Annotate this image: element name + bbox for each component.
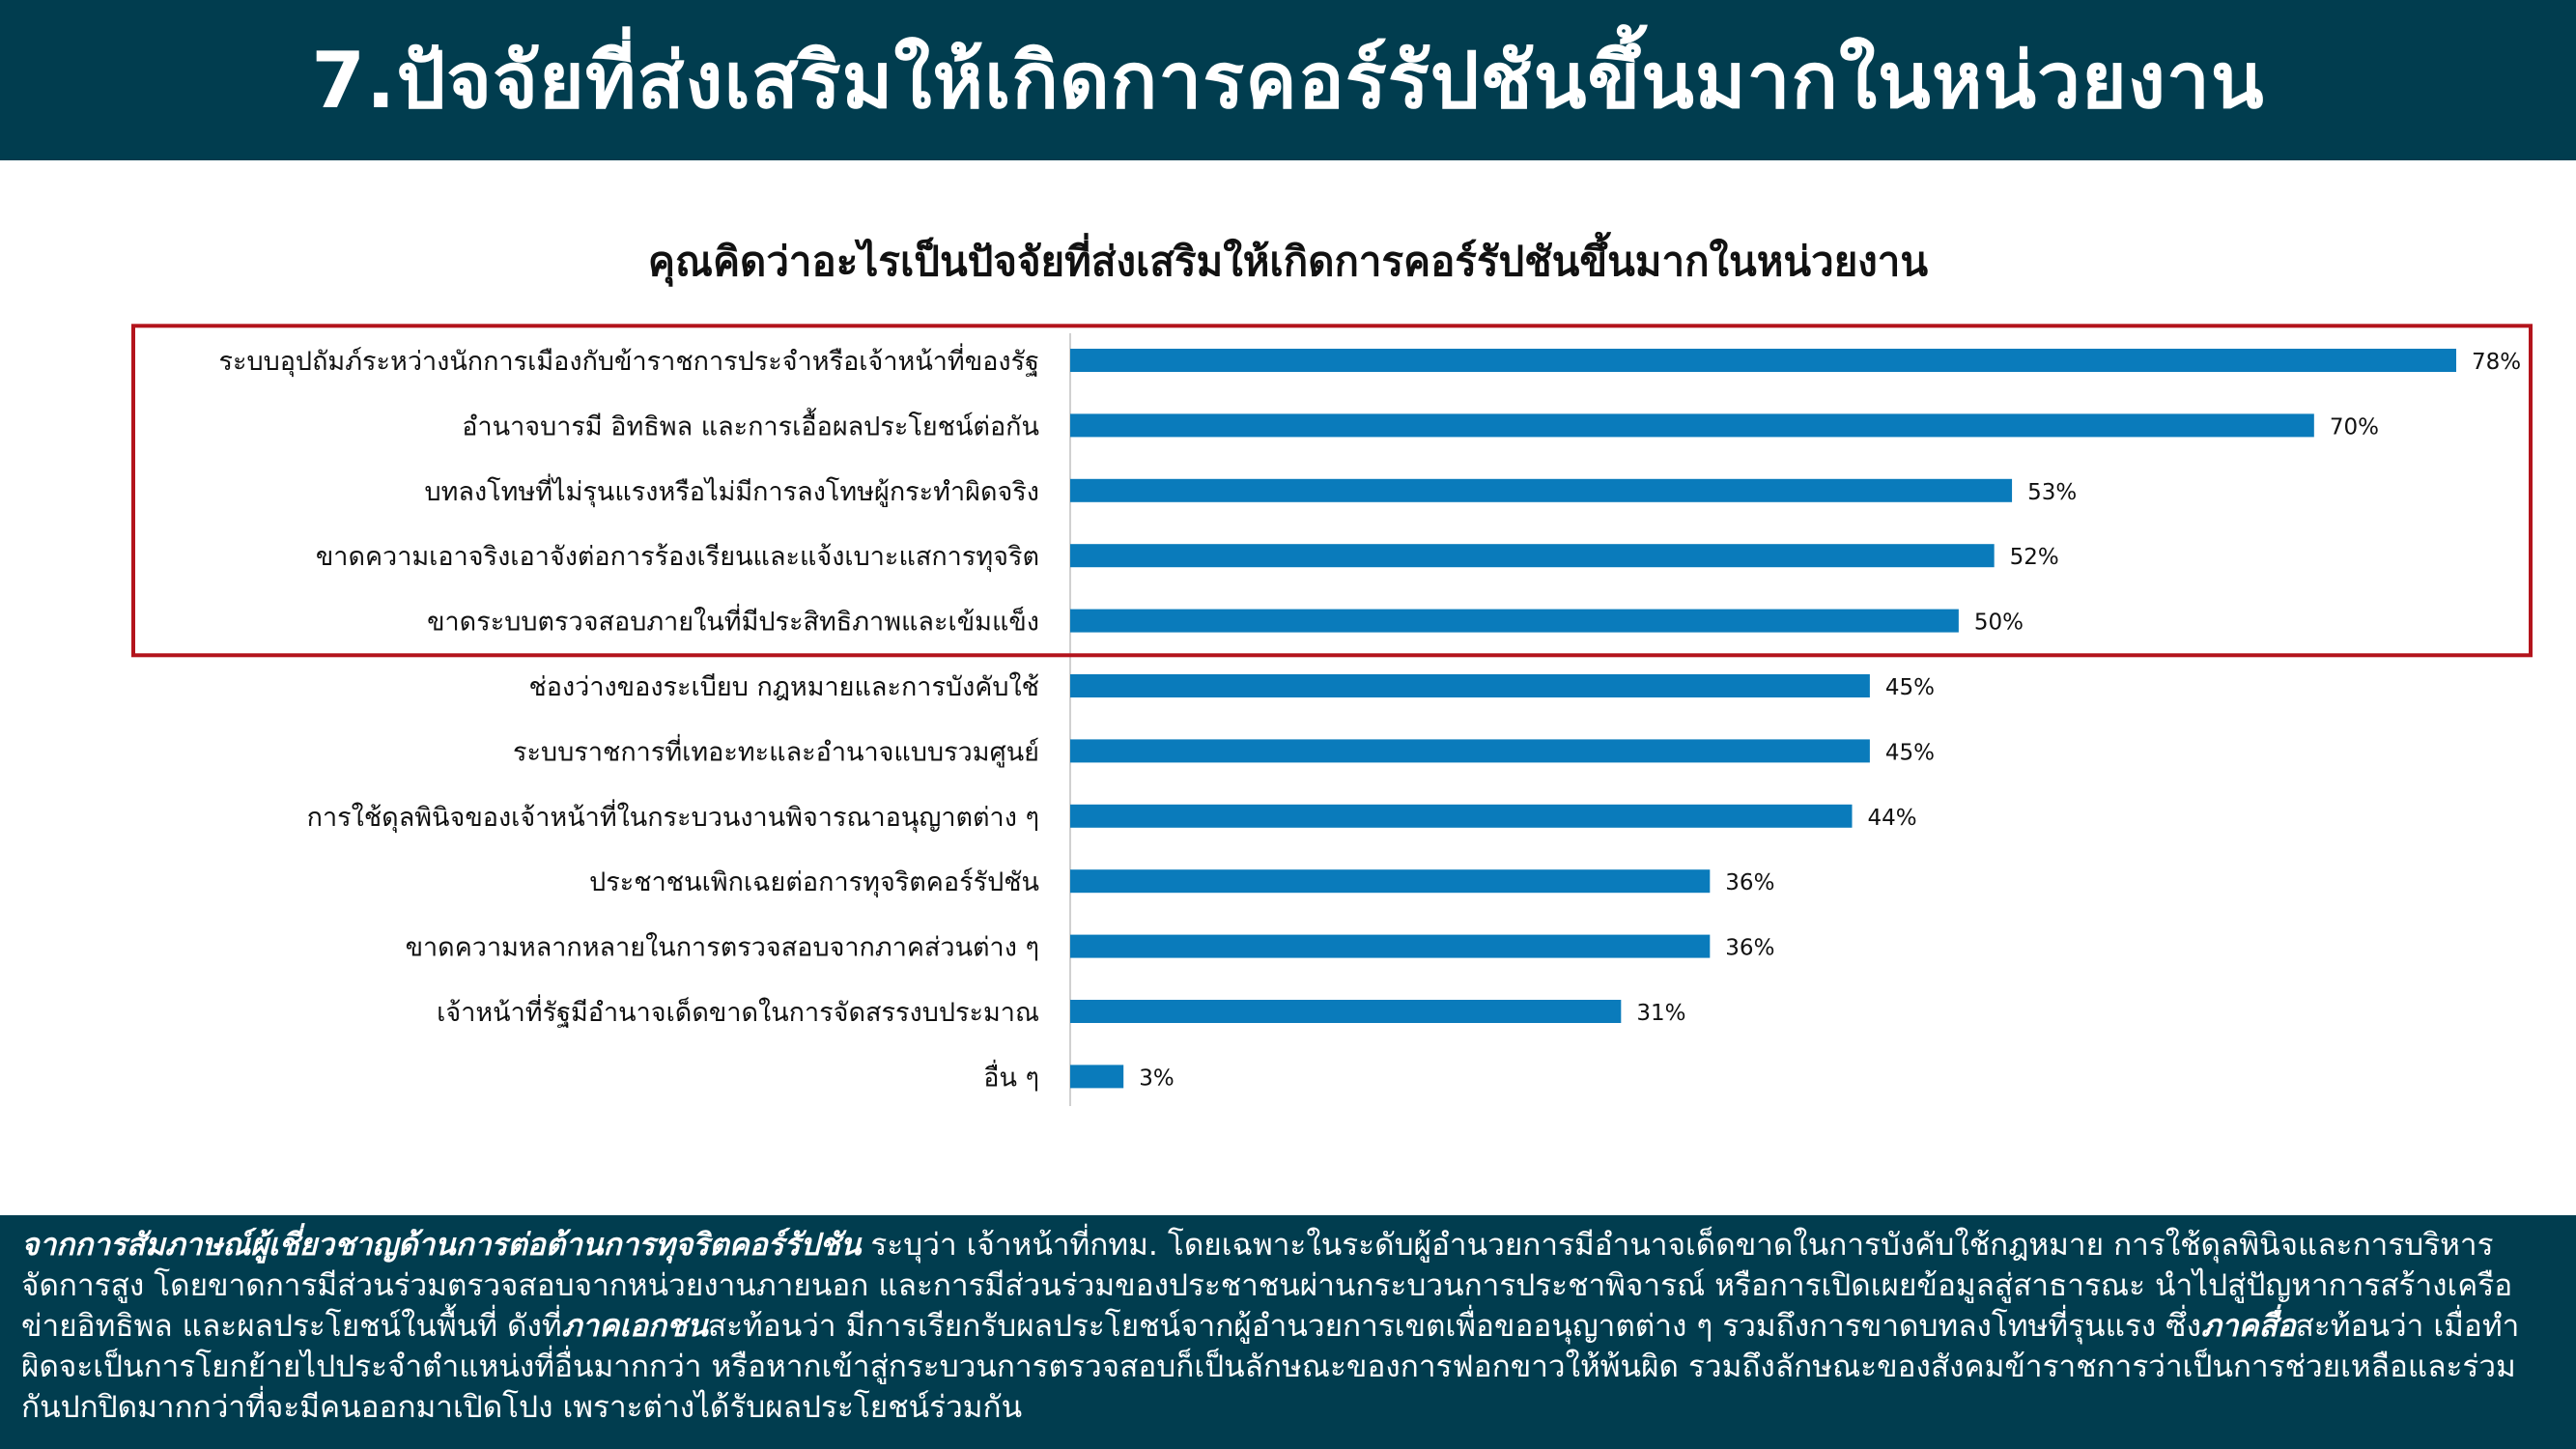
- bar: [1070, 674, 1870, 697]
- category-label: ช่องว่างของระเบียบ กฎหมายและการบังคับใช้: [528, 671, 1039, 702]
- title-banner: 7.ปัจจัยที่ส่งเสริมให้เกิดการคอร์รัปชันข…: [0, 0, 2576, 160]
- footer-private-sector-emphasis: ภาคเอกชน: [561, 1309, 708, 1344]
- data-label: 36%: [1725, 936, 1774, 961]
- category-label: การใช้ดุลพินิจของเจ้าหน้าที่ในกระบวนงานพ…: [307, 799, 1039, 834]
- data-label: 78%: [2472, 350, 2521, 375]
- data-label: 52%: [2010, 545, 2059, 570]
- data-label: 50%: [1974, 611, 2024, 636]
- bar: [1070, 544, 1995, 568]
- category-label: ประชาชนเพิกเฉยต่อการทุจริตคอร์รัปชัน: [589, 867, 1039, 898]
- bar: [1070, 739, 1870, 763]
- footer-source-emphasis: จากการสัมภาษณ์ผู้เชี่ยวชาญด้านการต่อต้าน…: [21, 1228, 862, 1263]
- category-label: ระบบอุปถัมภ์ระหว่างนักการเมืองกับข้าราชก…: [218, 343, 1039, 378]
- data-label: 44%: [1867, 806, 1916, 831]
- category-label: ขาดระบบตรวจสอบภายในที่มีประสิทธิภาพและเข…: [427, 604, 1039, 638]
- category-label: เจ้าหน้าที่รัฐมีอำนาจเด็ดขาดในการจัดสรรง…: [437, 994, 1039, 1028]
- data-label: 36%: [1725, 870, 1774, 895]
- page-title: 7.ปัจจัยที่ส่งเสริมให้เกิดการคอร์รัปชันข…: [311, 35, 2265, 126]
- category-label: ขาดความเอาจริงเอาจังต่อการร้องเรียนและแจ…: [316, 542, 1039, 573]
- data-label: 45%: [1885, 740, 1935, 765]
- footer-text-1: ระบุว่า เจ้าหน้าที่กทม. โดยเฉพาะในระดับผ…: [21, 1228, 2513, 1344]
- highlight-box: [131, 324, 2533, 658]
- data-label: 45%: [1885, 675, 1935, 700]
- category-label: อื่น ๆ: [983, 1059, 1039, 1093]
- bar: [1070, 1000, 1622, 1023]
- bar: [1070, 609, 1959, 633]
- category-label: อำนาจบารมี อิทธิพล และการเอื้อผลประโยชน์…: [462, 407, 1039, 441]
- category-label: ระบบราชการที่เทอะทะและอำนาจแบบรวมศูนย์: [513, 733, 1039, 767]
- chart-title: คุณคิดว่าอะไรเป็นปัจจัยที่ส่งเสริมให้เกิ…: [647, 238, 1929, 285]
- bar: [1070, 349, 2456, 372]
- footer-text-2: สะท้อนว่า มีการเรียกรับผลประโยชน์จากผู้อ…: [707, 1309, 2201, 1344]
- data-label: 53%: [2027, 480, 2077, 505]
- data-label: 31%: [1636, 1001, 1685, 1026]
- bar: [1070, 413, 2314, 438]
- bar: [1070, 934, 1711, 958]
- data-label: 70%: [2330, 414, 2379, 440]
- bar: [1070, 1065, 1124, 1089]
- category-label: ขาดความหลากหลายในการตรวจสอบจากภาคส่วนต่า…: [406, 932, 1039, 963]
- bar: [1070, 869, 1711, 894]
- category-label: บทลงโทษที่ไม่รุนแรงหรือไม่มีการลงโทษผู้ก…: [424, 473, 1039, 508]
- bar: [1070, 804, 1853, 828]
- data-label: 3%: [1139, 1065, 1175, 1091]
- footer-media-emphasis: ภาคสื่อ: [2200, 1309, 2296, 1344]
- bar: [1070, 478, 2013, 502]
- footer-text-3: สะท้อนว่า เมื่อทำผิดจะเป็นการโยกย้ายไปปร…: [21, 1309, 2520, 1425]
- footer-summary: จากการสัมภาษณ์ผู้เชี่ยวชาญด้านการต่อต้าน…: [0, 1215, 2576, 1449]
